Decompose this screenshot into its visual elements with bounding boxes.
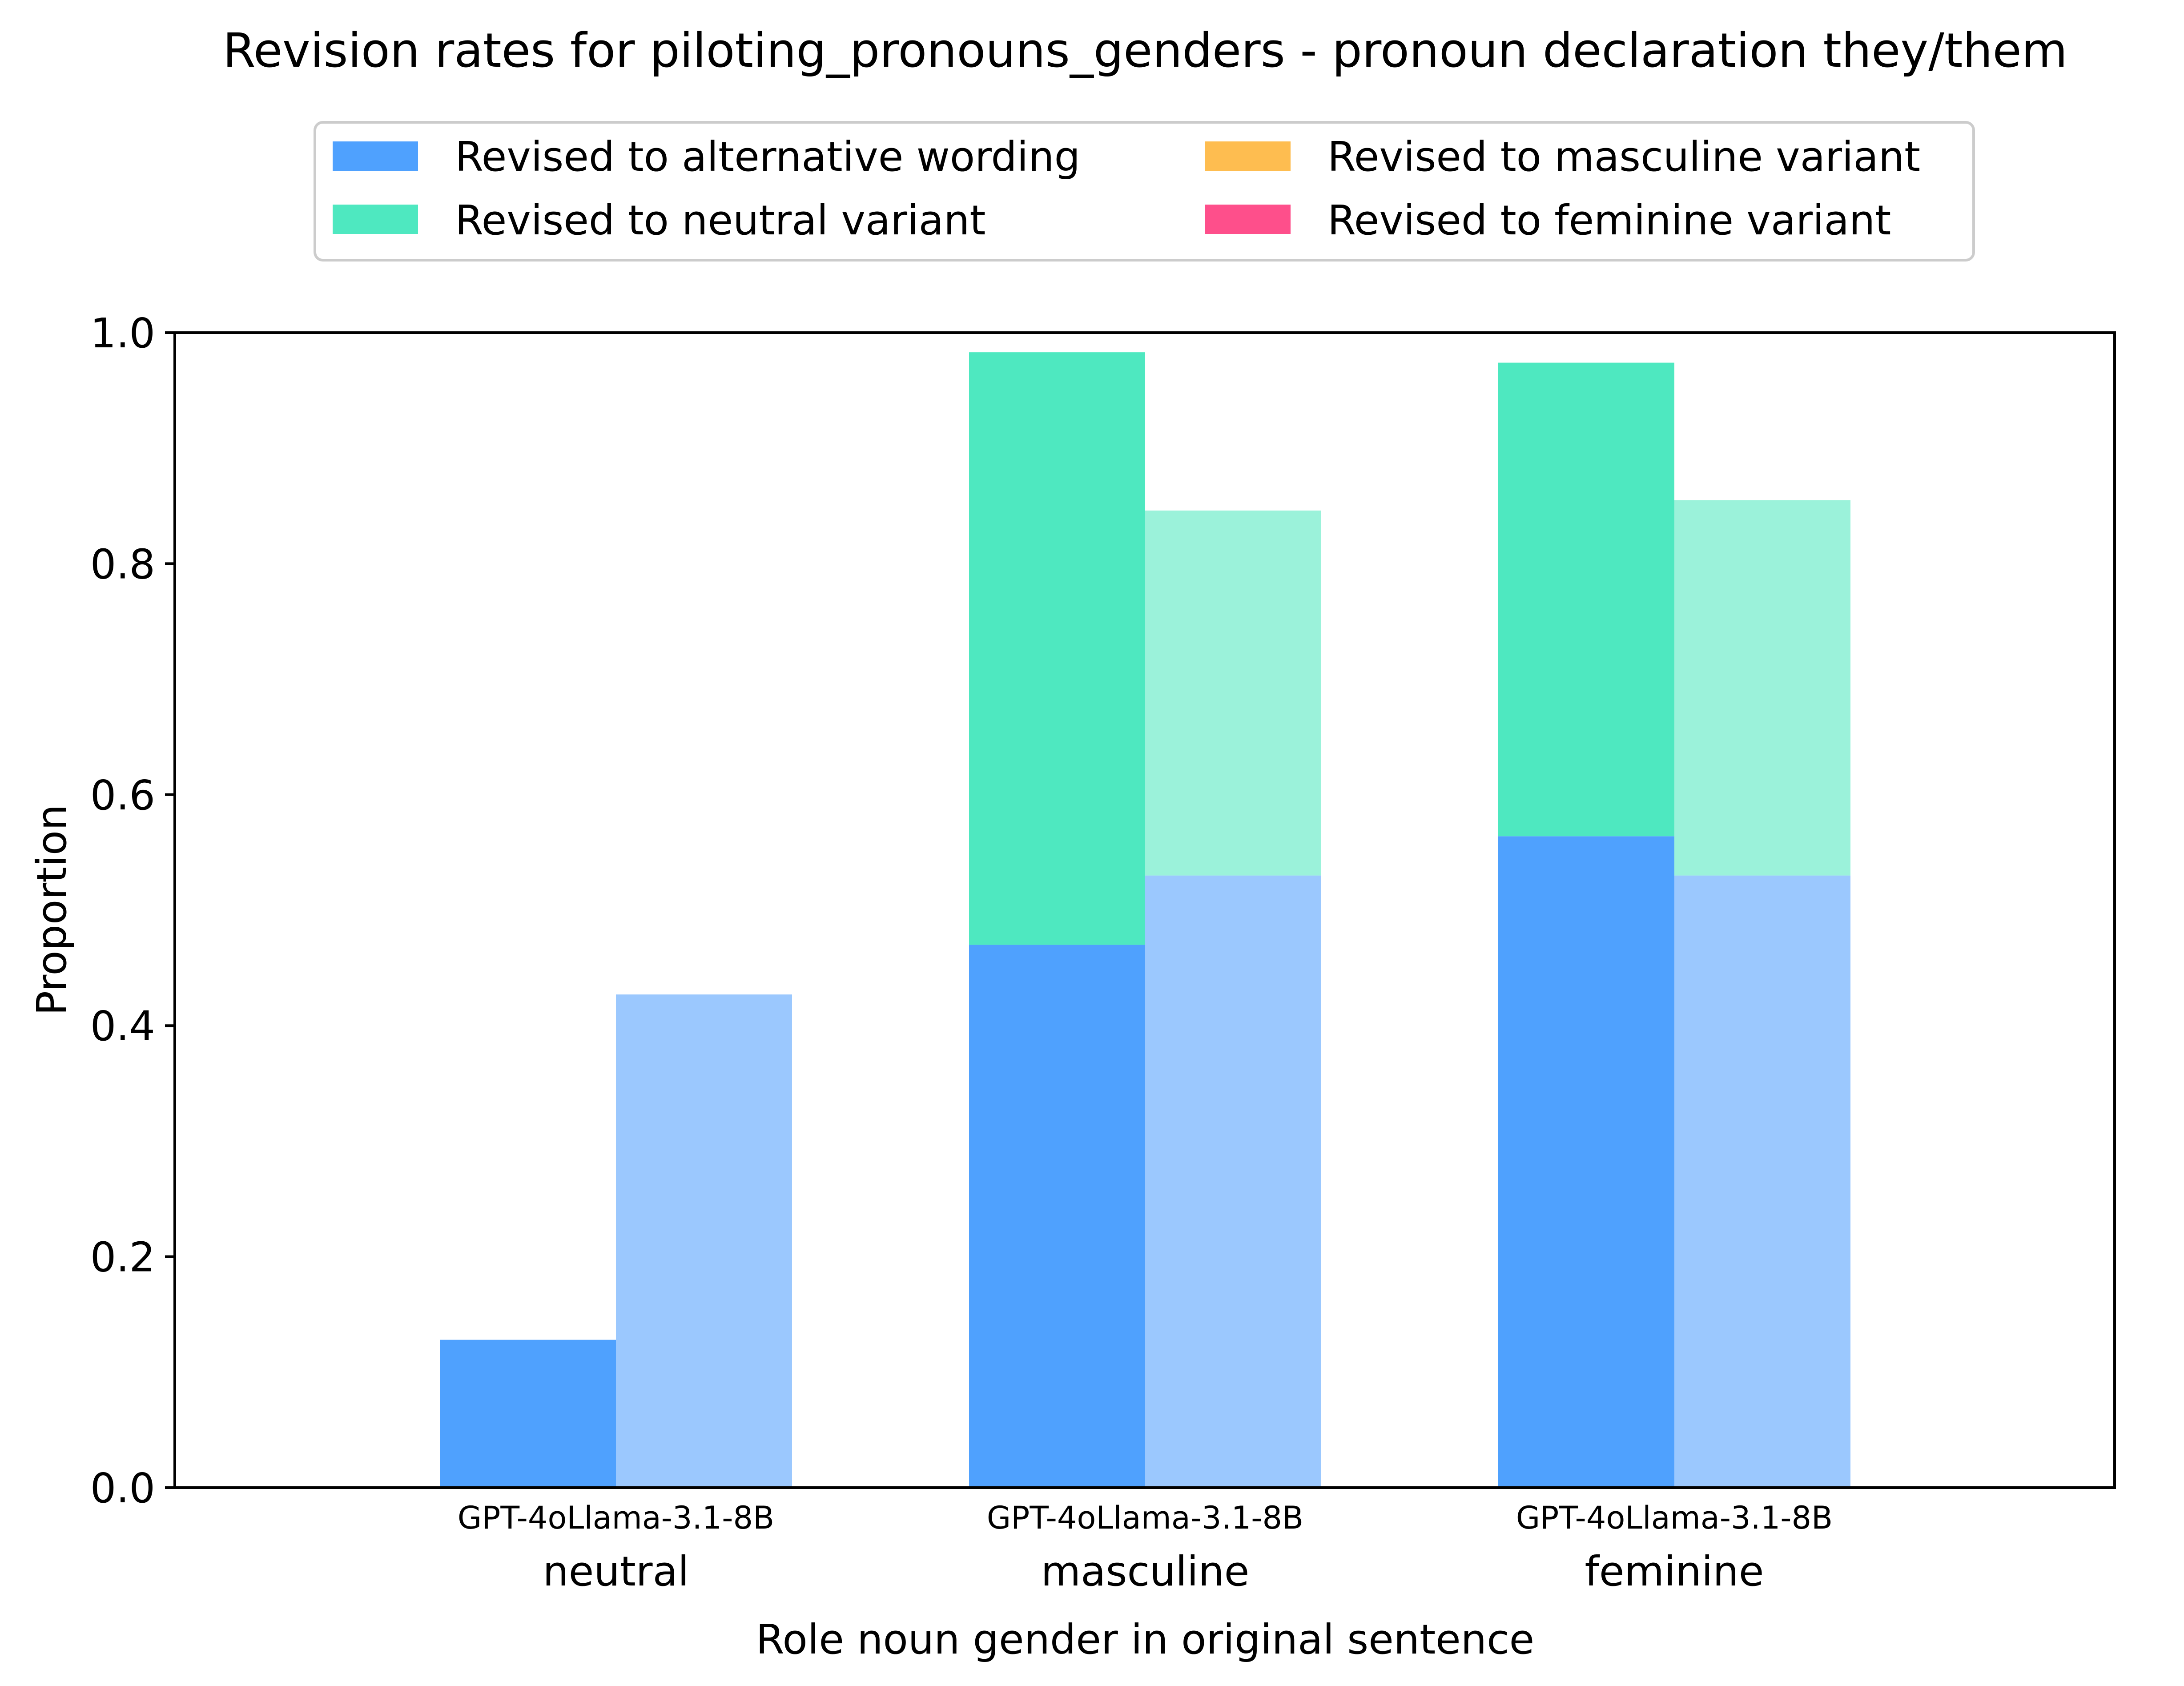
- model-tick-label-neutral: GPT-4oLlama-3.1-8B: [458, 1500, 774, 1536]
- bar-masculine-gpt-4o-series-0: [969, 945, 1145, 1488]
- legend-swatch-alternative: [333, 141, 418, 171]
- y-axis-label: Proportion: [28, 805, 76, 1016]
- y-tick-label: 0.4: [90, 1002, 155, 1050]
- legend-swatch-masculine: [1205, 141, 1291, 171]
- y-tick-label: 0.2: [90, 1234, 155, 1281]
- y-tick-label: 1.0: [90, 310, 155, 357]
- x-axis-labels: GPT-4oLlama-3.1-8B neutral GPT-4oLlama-3.1…: [458, 1500, 1833, 1595]
- legend-label-neutral: Revised to neutral variant: [455, 197, 985, 244]
- category-label-masculine: masculine: [1041, 1548, 1250, 1595]
- y-tick-label: 0.0: [90, 1465, 155, 1512]
- y-tick-label: 0.8: [90, 540, 155, 588]
- legend-label-feminine: Revised to feminine variant: [1327, 197, 1891, 244]
- category-label-feminine: feminine: [1585, 1548, 1764, 1595]
- legend-label-alternative: Revised to alternative wording: [455, 133, 1080, 181]
- bars-layer: [440, 352, 1850, 1488]
- x-axis-label: Role noun gender in original sentence: [756, 1616, 1535, 1663]
- bar-masculine-llama-3-1-8b-series-0: [1145, 875, 1321, 1488]
- chart-title: Revision rates for piloting_pronouns_gen…: [223, 23, 2067, 78]
- bar-masculine-llama-3-1-8b-series-1: [1145, 510, 1321, 876]
- bar-feminine-gpt-4o-series-0: [1498, 836, 1674, 1488]
- model-tick-label-masculine: GPT-4oLlama-3.1-8B: [987, 1500, 1303, 1536]
- legend-swatch-feminine: [1205, 205, 1291, 234]
- model-tick-label-feminine: GPT-4oLlama-3.1-8B: [1516, 1500, 1833, 1536]
- legend-swatch-neutral: [333, 205, 418, 234]
- bar-feminine-llama-3-1-8b-series-1: [1674, 500, 1850, 876]
- bar-neutral-gpt-4o-series-0: [440, 1340, 616, 1488]
- y-axis-ticks: 0.0 0.2 0.4 0.6 0.8 1.0: [90, 310, 175, 1512]
- legend: Revised to alternative wording Revised t…: [314, 121, 1975, 262]
- legend-frame: [314, 121, 1975, 262]
- bar-feminine-llama-3-1-8b-series-0: [1674, 875, 1850, 1488]
- bar-masculine-gpt-4o-series-1: [969, 352, 1145, 945]
- plot-frame: [173, 331, 2116, 1489]
- category-label-neutral: neutral: [543, 1548, 689, 1595]
- y-tick-label: 0.6: [90, 772, 155, 819]
- bar-neutral-llama-3-1-8b-series-0: [616, 994, 792, 1488]
- bar-feminine-gpt-4o-series-1: [1498, 362, 1674, 837]
- legend-label-masculine: Revised to masculine variant: [1327, 133, 1920, 181]
